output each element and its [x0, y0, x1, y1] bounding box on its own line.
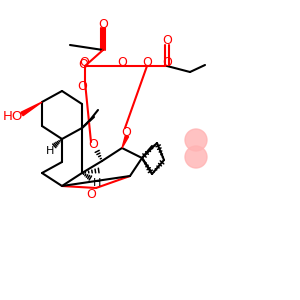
Text: O: O [88, 139, 98, 152]
Polygon shape [122, 135, 129, 148]
Text: O: O [98, 17, 108, 31]
Text: H: H [46, 146, 54, 156]
Text: O: O [121, 125, 131, 139]
Text: O: O [86, 188, 96, 200]
Text: O: O [162, 34, 172, 47]
Text: H: H [93, 178, 101, 188]
Text: HO: HO [3, 110, 23, 124]
Text: O: O [77, 80, 87, 92]
Polygon shape [21, 102, 42, 116]
Text: O: O [162, 56, 172, 70]
Text: O: O [79, 56, 89, 70]
Text: O: O [117, 56, 127, 70]
Circle shape [185, 129, 207, 151]
Text: O: O [78, 58, 88, 70]
Circle shape [185, 146, 207, 168]
Text: O: O [142, 56, 152, 70]
